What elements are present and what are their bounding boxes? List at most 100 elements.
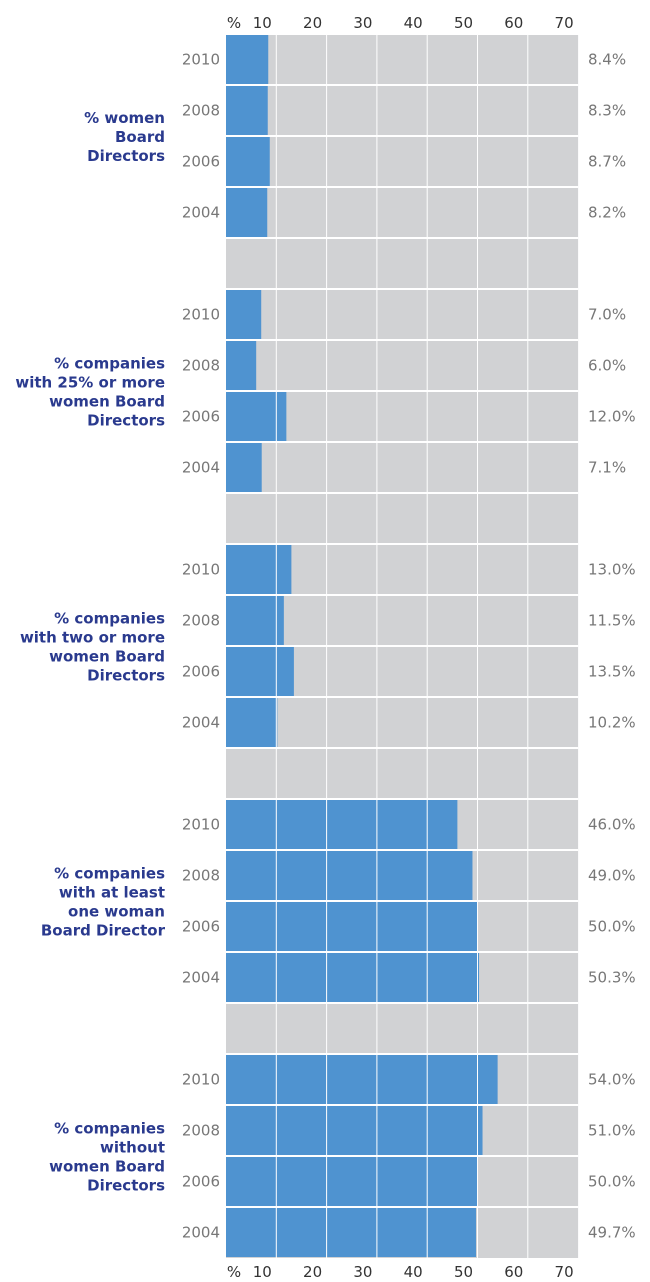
top-tick-label: 20 xyxy=(303,14,322,32)
value-label: 8.2% xyxy=(588,204,626,222)
year-label: 2008 xyxy=(182,102,220,120)
value-label: 49.0% xyxy=(588,867,636,885)
bar xyxy=(226,137,270,186)
bar xyxy=(226,647,294,696)
group-label-line: women Board xyxy=(49,1158,165,1176)
bar xyxy=(226,851,473,900)
value-label: 54.0% xyxy=(588,1071,636,1089)
group-label: % companies with two or more women Board Di… xyxy=(20,610,165,685)
bar xyxy=(226,86,268,135)
bar xyxy=(226,188,268,237)
bar xyxy=(226,1055,498,1104)
value-label: 50.3% xyxy=(588,969,636,987)
group-label-line: Directors xyxy=(87,667,165,685)
year-label: 2006 xyxy=(182,408,220,426)
year-label: 2004 xyxy=(182,1224,220,1242)
value-label: 7.1% xyxy=(588,459,626,477)
value-label: 8.4% xyxy=(588,51,626,69)
bottom-tick-label: % xyxy=(227,1263,241,1281)
value-label: 7.0% xyxy=(588,306,626,324)
year-label: 2010 xyxy=(182,816,220,834)
bottom-tick-label: 30 xyxy=(353,1263,372,1281)
value-label: 12.0% xyxy=(588,408,636,426)
group-label-line: with two or more xyxy=(20,629,165,647)
group-label-line: Directors xyxy=(87,412,165,430)
top-tick-label: 70 xyxy=(555,14,574,32)
bar xyxy=(226,290,262,339)
group-label-line: % companies xyxy=(54,355,165,373)
value-label: 8.3% xyxy=(588,102,626,120)
year-label: 2010 xyxy=(182,1071,220,1089)
bottom-tick-label: 40 xyxy=(404,1263,423,1281)
group-label: % companies with 25% or more women Board Di… xyxy=(15,355,165,430)
year-label: 2006 xyxy=(182,153,220,171)
bottom-tick-label: 70 xyxy=(555,1263,574,1281)
year-label: 2004 xyxy=(182,969,220,987)
year-label: 2006 xyxy=(182,663,220,681)
group-label-line: women Board xyxy=(49,393,165,411)
bar xyxy=(226,1157,478,1206)
value-label: 13.0% xyxy=(588,561,636,579)
value-label: 11.5% xyxy=(588,612,636,630)
top-tick-label: 60 xyxy=(504,14,523,32)
bar xyxy=(226,341,257,390)
group-label: % women Board Directors xyxy=(84,109,165,165)
top-tick-label: % xyxy=(227,14,241,32)
top-tick-label: 40 xyxy=(404,14,423,32)
bar xyxy=(226,545,292,594)
group-label: % companies with at least one woman Board D… xyxy=(41,865,166,940)
bar xyxy=(226,1208,476,1257)
top-tick-label: 10 xyxy=(253,14,272,32)
group-label-line: Board xyxy=(115,128,165,146)
year-label: 2010 xyxy=(182,51,220,69)
group-label-line: Directors xyxy=(87,1177,165,1195)
value-label: 51.0% xyxy=(588,1122,636,1140)
group-label-line: with at least xyxy=(59,884,165,902)
value-label: 10.2% xyxy=(588,714,636,732)
group-label-line: with 25% or more xyxy=(15,374,165,392)
year-label: 2008 xyxy=(182,612,220,630)
year-label: 2004 xyxy=(182,204,220,222)
bar xyxy=(226,35,269,84)
year-label: 2004 xyxy=(182,459,220,477)
bottom-tick-label: 10 xyxy=(253,1263,272,1281)
bar xyxy=(226,902,478,951)
bar xyxy=(226,800,458,849)
top-tick-label: 30 xyxy=(353,14,372,32)
value-label: 49.7% xyxy=(588,1224,636,1242)
year-label: 2008 xyxy=(182,1122,220,1140)
bottom-tick-label: 50 xyxy=(454,1263,473,1281)
value-label: 50.0% xyxy=(588,918,636,936)
bar xyxy=(226,1106,483,1155)
value-label: 50.0% xyxy=(588,1173,636,1191)
value-label: 8.7% xyxy=(588,153,626,171)
group-label-line: one woman xyxy=(68,903,165,921)
value-label: 6.0% xyxy=(588,357,626,375)
value-label: 46.0% xyxy=(588,816,636,834)
bottom-tick-label: 60 xyxy=(504,1263,523,1281)
year-label: 2004 xyxy=(182,714,220,732)
bar xyxy=(226,953,480,1002)
top-tick-label: 50 xyxy=(454,14,473,32)
value-label: 13.5% xyxy=(588,663,636,681)
bar xyxy=(226,698,278,747)
group-label-line: Board Director xyxy=(41,922,166,940)
year-label: 2008 xyxy=(182,867,220,885)
group-label-line: % companies xyxy=(54,1120,165,1138)
group-label: % companies without women Board Directors xyxy=(49,1120,165,1195)
bottom-tick-label: 20 xyxy=(303,1263,322,1281)
year-label: 2008 xyxy=(182,357,220,375)
group-label-line: % companies xyxy=(54,865,165,883)
group-label-line: Directors xyxy=(87,147,165,165)
group-label-line: without xyxy=(100,1139,165,1157)
group-label-line: % companies xyxy=(54,610,165,628)
group-label-line: women Board xyxy=(49,648,165,666)
group-label-line: % women xyxy=(84,109,165,127)
year-label: 2006 xyxy=(182,918,220,936)
year-label: 2010 xyxy=(182,561,220,579)
bar xyxy=(226,596,284,645)
bar xyxy=(226,443,262,492)
year-label: 2010 xyxy=(182,306,220,324)
bar xyxy=(226,392,287,441)
